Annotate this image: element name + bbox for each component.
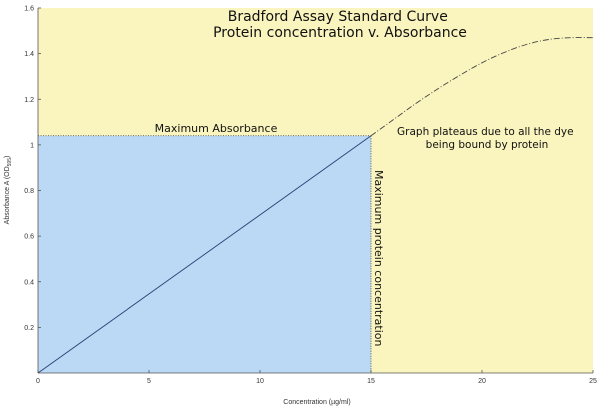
series-linear-line — [37, 135, 372, 374]
series-plateau-line — [370, 37, 594, 137]
axes: 0 5 10 15 20 25 0.2 0.4 0.6 0.8 1 1.2 1.4 1.6 — [24, 6, 597, 386]
y-tick-label: 1.2 — [24, 97, 34, 104]
chart-title: Bradford Assay Standard Curve Protein co… — [213, 9, 467, 41]
x-tick-label: 0 — [36, 378, 40, 385]
y-tick-label: 1.4 — [24, 51, 34, 58]
y-tick-label: 0.6 — [24, 234, 34, 241]
y-tick-label: 0.4 — [24, 279, 34, 286]
y-tick-label: 1.6 — [24, 6, 34, 13]
plot-lines — [37, 37, 594, 374]
max-concentration-annotation: Maximum protein concentration — [372, 170, 385, 347]
y-axis-label-main: Absorbance A (OD — [4, 166, 11, 224]
plot-background — [38, 8, 593, 373]
chart-title-line2: Protein concentration v. Absorbance — [213, 25, 467, 41]
x-axis-label: Concentration (µg/ml) — [283, 399, 350, 406]
y-tick-label: 1 — [30, 142, 34, 149]
x-tick-label: 25 — [589, 378, 597, 385]
y-tick-label: 0.2 — [24, 325, 34, 332]
y-tick-label: 0.8 — [24, 188, 34, 195]
y-axis-label: Absorbance A (OD595) — [4, 156, 13, 225]
x-tick-label: 15 — [367, 378, 375, 385]
plateau-annotation: Graph plateaus due to all the dye being … — [397, 126, 577, 151]
x-tick-label: 10 — [256, 378, 264, 385]
plateau-annotation-line1: Graph plateaus due to all the dye — [397, 126, 574, 138]
y-axis-label-end: ) — [4, 156, 11, 158]
max-absorbance-annotation: Maximum Absorbance — [155, 122, 278, 135]
x-tick-label: 20 — [478, 378, 486, 385]
y-ticks: 0.2 0.4 0.6 0.8 1 1.2 1.4 1.6 — [24, 6, 41, 332]
plateau-annotation-line2: being bound by protein — [426, 139, 549, 151]
x-tick-label: 5 — [147, 378, 151, 385]
y-axis-label-sub: 595 — [7, 158, 13, 167]
chart-title-line1: Bradford Assay Standard Curve — [228, 9, 448, 25]
x-ticks: 0 5 10 15 20 25 — [36, 370, 597, 385]
